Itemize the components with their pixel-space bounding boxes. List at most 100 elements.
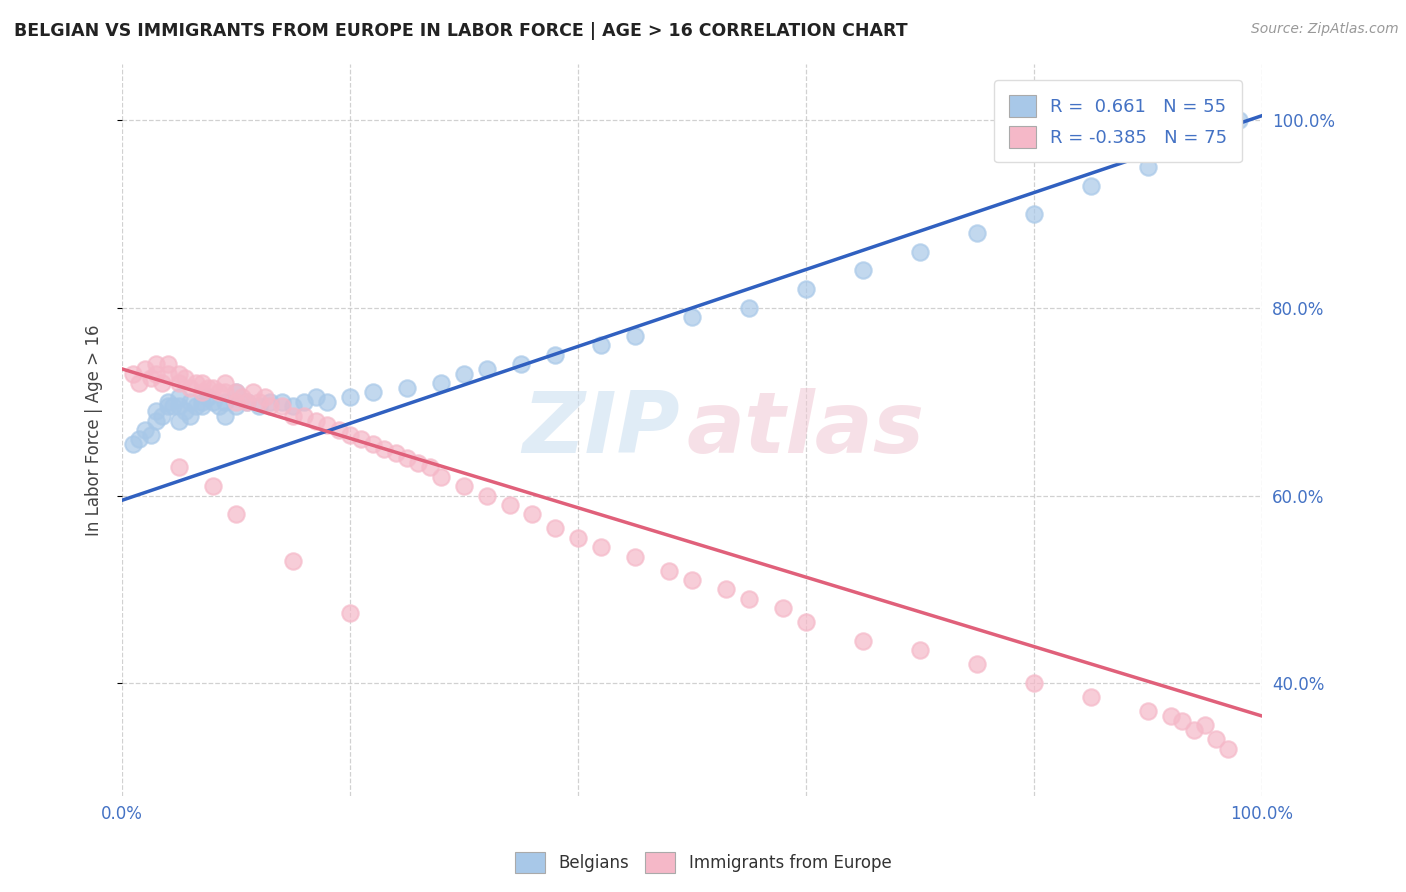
Point (179, 394, 201, 409)
Point (179, 381, 201, 395)
Point (498, 498, 520, 512)
Point (156, 400, 179, 414)
Point (270, 394, 292, 409)
Point (339, 390, 361, 404)
Point (430, 376, 453, 390)
Point (589, 338, 612, 352)
Point (236, 394, 259, 409)
Point (1160, 709, 1182, 723)
Point (186, 400, 208, 414)
Point (128, 376, 150, 390)
Point (231, 390, 253, 404)
Point (738, 301, 761, 315)
Point (794, 282, 817, 296)
Legend: Belgians, Immigrants from Europe: Belgians, Immigrants from Europe (508, 846, 898, 880)
Point (145, 413, 167, 427)
Point (122, 437, 145, 451)
Point (305, 390, 328, 404)
Text: atlas: atlas (688, 388, 925, 471)
Point (1022, 207, 1045, 221)
Point (191, 400, 214, 414)
Point (191, 376, 214, 390)
Point (624, 549, 647, 564)
Point (208, 400, 231, 414)
Point (453, 479, 475, 493)
Point (242, 385, 264, 400)
Point (510, 357, 533, 371)
Point (544, 348, 567, 362)
Point (1227, 113, 1250, 128)
Point (150, 409, 173, 423)
Point (145, 357, 167, 371)
Point (202, 479, 225, 493)
Point (852, 263, 875, 277)
Text: BELGIAN VS IMMIGRANTS FROM EUROPE IN LABOR FORCE | AGE > 16 CORRELATION CHART: BELGIAN VS IMMIGRANTS FROM EUROPE IN LAB… (14, 22, 908, 40)
Point (156, 394, 179, 409)
Point (1137, 160, 1160, 174)
Point (350, 432, 373, 446)
Point (236, 394, 259, 409)
Point (225, 385, 247, 400)
Point (247, 394, 270, 409)
Point (794, 615, 817, 630)
Point (214, 385, 236, 400)
Point (339, 427, 361, 442)
Point (1171, 714, 1194, 728)
Point (396, 451, 419, 466)
Point (179, 409, 201, 423)
Point (156, 357, 179, 371)
Point (738, 591, 761, 606)
Point (1194, 141, 1216, 155)
Point (214, 376, 236, 390)
Point (1205, 732, 1227, 747)
Point (339, 606, 361, 620)
Point (225, 508, 247, 522)
Point (225, 400, 247, 414)
Point (544, 521, 567, 535)
Point (134, 362, 156, 376)
Point (259, 400, 281, 414)
Point (453, 367, 475, 381)
Point (191, 385, 214, 400)
Point (408, 456, 430, 470)
Text: Source: ZipAtlas.com: Source: ZipAtlas.com (1251, 22, 1399, 37)
Point (966, 657, 988, 672)
Point (225, 394, 247, 409)
Point (475, 489, 498, 503)
Point (247, 400, 270, 414)
Point (1022, 676, 1045, 690)
Point (139, 371, 162, 385)
Point (681, 573, 703, 587)
Point (589, 540, 612, 554)
Point (197, 390, 219, 404)
Point (419, 460, 441, 475)
Point (197, 381, 219, 395)
Point (294, 409, 316, 423)
Point (167, 376, 190, 390)
Point (658, 564, 681, 578)
Point (772, 601, 794, 615)
Point (281, 554, 304, 568)
Point (122, 367, 145, 381)
Point (270, 400, 292, 414)
Point (225, 385, 247, 400)
Point (328, 423, 350, 437)
Point (167, 367, 190, 381)
Point (167, 413, 190, 427)
Point (1216, 742, 1239, 756)
Point (681, 310, 703, 325)
Point (214, 394, 236, 409)
Point (966, 226, 988, 240)
Point (173, 371, 195, 385)
Y-axis label: In Labor Force | Age > 16: In Labor Force | Age > 16 (86, 324, 103, 536)
Point (361, 385, 384, 400)
Point (373, 442, 395, 456)
Point (908, 643, 931, 657)
Point (162, 400, 184, 414)
Point (167, 460, 190, 475)
Point (475, 362, 498, 376)
Point (1080, 179, 1102, 194)
Point (167, 400, 190, 414)
Point (173, 404, 195, 418)
Point (156, 367, 179, 381)
